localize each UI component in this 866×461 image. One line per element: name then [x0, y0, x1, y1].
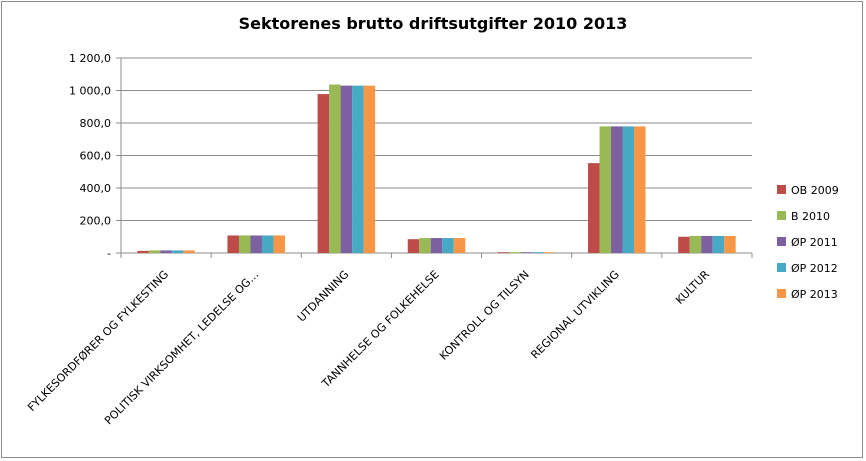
bar [148, 250, 161, 253]
x-tick-label: FYLKESORDFØRER OG FYLKESTING [25, 268, 171, 414]
x-tick-label: POLITISK VIRKSOMHET, LEDELSE OG… [102, 268, 261, 427]
bar [622, 126, 635, 253]
bar [352, 85, 364, 253]
y-tick-label: 800,0 [80, 117, 112, 130]
bar [137, 250, 149, 253]
bar [588, 163, 600, 253]
legend-label: ØP 2013 [791, 288, 838, 301]
legend-label: ØP 2011 [791, 236, 838, 249]
bar [160, 250, 172, 253]
bar [261, 235, 274, 253]
bar [238, 235, 251, 253]
bar [724, 235, 736, 253]
bar [678, 236, 690, 253]
y-tick-label: 1 000,0 [69, 85, 111, 98]
y-tick-label: - [107, 247, 111, 260]
y-tick-label: 400,0 [80, 182, 112, 195]
legend-swatch [777, 211, 786, 220]
bar [171, 250, 184, 253]
legend-swatch [777, 185, 786, 194]
legend-label: ØP 2012 [791, 262, 838, 275]
legend-label: OB 2009 [791, 184, 839, 197]
bar [419, 238, 431, 253]
bar [520, 252, 533, 253]
bar [532, 252, 544, 253]
bar [340, 85, 353, 253]
x-tick-label: KULTUR [673, 268, 712, 307]
x-tick-label: UTDANNING [295, 268, 352, 325]
bar [543, 252, 556, 253]
bar [599, 126, 612, 253]
chart-title: Sektorenes brutto driftsutgifter 2010 20… [238, 14, 628, 33]
bar [430, 238, 443, 253]
x-tick-label: KONTROLL OG TILSYN [437, 268, 532, 363]
bar [250, 235, 262, 253]
legend-label: B 2010 [791, 210, 830, 223]
y-tick-label: 200,0 [80, 215, 112, 228]
legend-swatch [777, 289, 786, 298]
y-tick-label: 600,0 [80, 150, 112, 163]
legend-swatch [777, 263, 786, 272]
bar [442, 238, 454, 253]
legend-swatch [777, 237, 786, 246]
bar [611, 126, 623, 253]
bar [317, 94, 330, 253]
bar [329, 84, 341, 253]
bar [712, 235, 725, 253]
bar [497, 252, 510, 253]
bar [363, 85, 376, 253]
bar [634, 126, 646, 253]
bar [227, 235, 239, 253]
bar [183, 250, 195, 253]
bar [407, 239, 420, 253]
y-tick-label: 1 200,0 [69, 52, 111, 65]
bar [273, 235, 285, 253]
x-tick-label: REGIONAL UTVIKLING [528, 268, 622, 362]
bar [701, 235, 713, 253]
bar [509, 252, 521, 253]
bar [689, 235, 702, 253]
bar [453, 238, 466, 253]
